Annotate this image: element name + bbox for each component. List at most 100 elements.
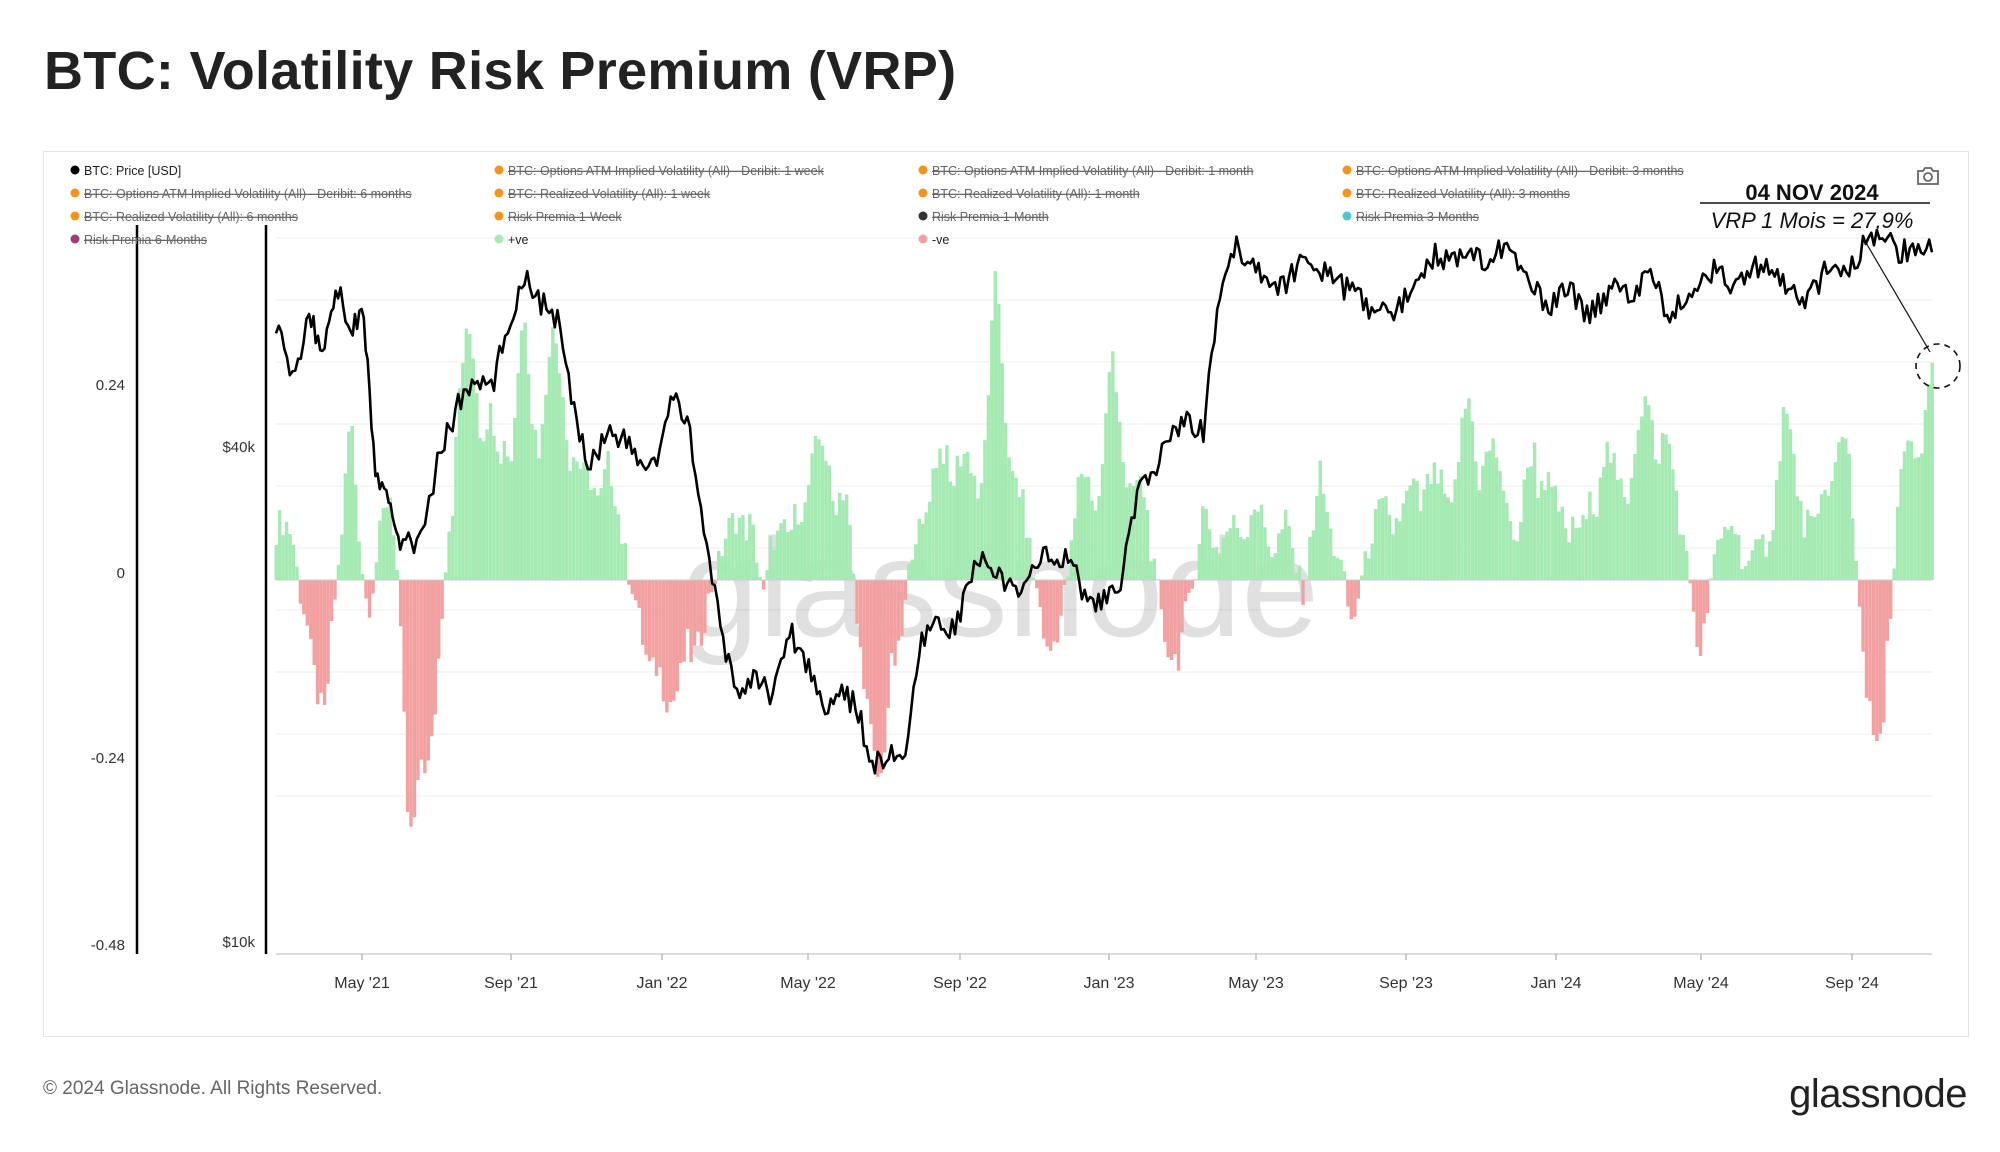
legend-marker — [70, 165, 80, 175]
vrp-bar-positive — [350, 425, 354, 580]
legend-item[interactable]: -ve — [918, 233, 950, 247]
vrp-bar-positive — [385, 507, 389, 580]
legend-item[interactable]: BTC: Options ATM Implied Volatility (All… — [1342, 164, 1684, 178]
vrp-bar-positive — [782, 519, 787, 580]
vrp-bar-positive — [1809, 516, 1813, 580]
vrp-bar-negative — [675, 580, 679, 692]
legend-marker — [494, 234, 504, 244]
vrp-bar-negative — [896, 580, 901, 641]
vrp-bar-positive — [1529, 466, 1533, 580]
vrp-bar-positive — [799, 521, 804, 580]
price-line — [274, 228, 1934, 775]
vrp-bar-negative — [872, 580, 876, 751]
vrp-bar-negative — [1035, 580, 1039, 589]
legend-item[interactable]: Risk Premia 3-Months — [1342, 210, 1479, 224]
vrp-bar-positive — [1484, 451, 1488, 580]
legend-item[interactable]: BTC: Price [USD] — [70, 164, 182, 178]
annotation-pointer — [1861, 235, 1931, 353]
vrp-bar-positive — [620, 543, 624, 580]
vrp-bar-positive — [1318, 460, 1322, 580]
vrp-bar-positive — [1239, 536, 1243, 580]
vrp-bar-positive — [1557, 511, 1561, 580]
vrp-bar-negative — [862, 580, 866, 689]
vrp-bar-positive — [571, 457, 576, 580]
legend-item[interactable]: BTC: Options ATM Implied Volatility (All… — [918, 164, 1254, 178]
glassnode-logo[interactable]: glassnode — [1789, 1072, 1967, 1116]
x-tick-label: Sep '21 — [484, 975, 538, 992]
legend-label: BTC: Price [USD] — [84, 164, 181, 178]
x-tick-label: Sep '23 — [1379, 975, 1433, 992]
vrp-bar-positive — [806, 484, 811, 580]
vrp-bar-positive — [1080, 473, 1084, 580]
legend-item[interactable]: BTC: Realized Volatility (All): 1 week — [494, 187, 711, 201]
legend-item[interactable]: Risk Premia 1-Month — [918, 210, 1049, 224]
vrp-bar-positive — [1138, 476, 1143, 580]
vrp-bar-positive — [1204, 508, 1208, 580]
legend-item[interactable]: BTC: Realized Volatility (All): 1 month — [918, 187, 1140, 201]
vrp-bar-positive — [979, 483, 984, 580]
vrp-bar-positive — [1228, 528, 1233, 580]
vrp-bar-negative — [634, 580, 638, 601]
vrp-bar-positive — [1142, 497, 1146, 580]
vrp-bar-positive — [1214, 546, 1219, 580]
vrp-bar-negative — [855, 580, 859, 624]
vrp-bar-negative — [1349, 580, 1354, 620]
vrp-bar-negative — [706, 580, 711, 594]
vrp-bar-negative — [1702, 580, 1706, 624]
vrp-bar-negative — [1857, 580, 1862, 607]
vrp-bar-positive — [1021, 489, 1025, 580]
x-tick-label: Sep '24 — [1825, 975, 1879, 992]
vrp-bar-negative — [699, 580, 704, 646]
legend-item[interactable]: BTC: Realized Volatility (All): 3 months — [1342, 187, 1570, 201]
legend-label: BTC: Options ATM Implied Volatility (All… — [84, 187, 412, 201]
vrp-bar-positive — [561, 397, 565, 580]
vrp-bar-positive — [596, 495, 600, 580]
vrp-bar-positive — [934, 467, 939, 580]
vrp-bar-positive — [775, 530, 780, 580]
vrp-bar-positive — [983, 440, 987, 580]
vrp-bar-positive — [1850, 518, 1855, 580]
vrp-bar-positive — [841, 500, 845, 580]
vrp-bar-negative — [302, 580, 306, 615]
vrp-bar-positive — [1854, 561, 1858, 580]
vrp-bar-positive — [1709, 578, 1713, 580]
vrp-bar-negative — [710, 580, 714, 593]
camera-icon[interactable] — [1915, 165, 1941, 187]
vrp-bar-negative — [644, 580, 648, 655]
vrp-bar-positive — [955, 455, 959, 580]
vrp-bar-negative — [1885, 580, 1889, 641]
vrp-bar-negative — [858, 580, 863, 648]
vrp-bar-positive — [1833, 462, 1838, 580]
vrp-bar-negative — [1875, 580, 1879, 741]
vrp-bar-positive — [1249, 515, 1253, 580]
legend-item[interactable]: Risk Premia 1-Week — [494, 210, 623, 224]
vrp-bar-positive — [1629, 478, 1634, 580]
vrp-bars — [274, 271, 1934, 827]
vrp-bar-positive — [1619, 478, 1623, 580]
vrp-bar-negative — [879, 580, 883, 774]
legend-item[interactable]: BTC: Options ATM Implied Volatility (All… — [70, 187, 412, 201]
vrp-bar-positive — [1747, 560, 1751, 580]
legend-label: BTC: Options ATM Implied Volatility (All… — [508, 164, 825, 178]
vrp-bar-positive — [1501, 490, 1506, 580]
vrp-bar-positive — [499, 463, 503, 580]
x-tick-label: Jan '24 — [1530, 975, 1581, 992]
vrp-bar-negative — [1169, 580, 1174, 661]
vrp-bar-positive — [485, 429, 489, 580]
legend-item[interactable]: Risk Premia 6-Months — [70, 233, 207, 247]
legend-item[interactable]: BTC: Options ATM Implied Volatility (All… — [494, 164, 825, 178]
vrp-bar-positive — [1913, 458, 1917, 580]
vrp-bar-negative — [319, 580, 323, 693]
vrp-bar-positive — [1512, 539, 1516, 580]
legend-item[interactable]: BTC: Realized Volatility (All): 6 months — [70, 210, 298, 224]
vrp-bar-positive — [1294, 572, 1298, 580]
vrp-bar-negative — [696, 580, 700, 632]
vrp-bar-positive — [924, 512, 928, 580]
vrp-bar-negative — [668, 580, 673, 703]
vrp-bar-positive — [1487, 450, 1492, 580]
vrp-bar-positive — [1826, 495, 1831, 580]
vrp-bar-positive — [1916, 456, 1921, 580]
vrp-bar-positive — [1090, 500, 1094, 580]
legend-item[interactable]: +ve — [494, 233, 529, 247]
vrp-bar-positive — [1232, 514, 1236, 580]
